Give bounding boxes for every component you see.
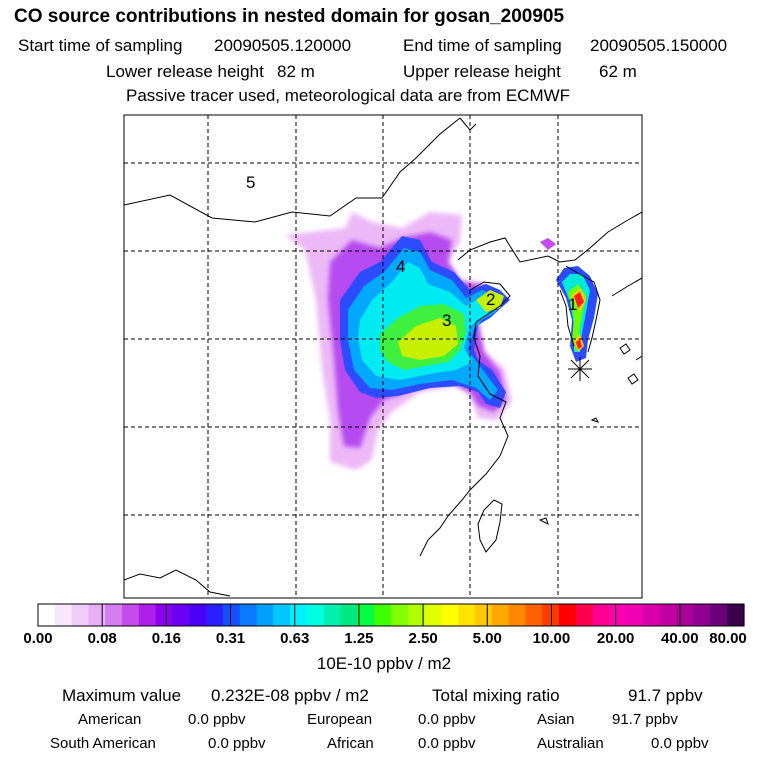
colorbar-cell (340, 604, 358, 626)
contribution-name: South American (50, 735, 156, 752)
colorbar-cell (575, 604, 594, 626)
colorbar-tick-label: 0.31 (215, 630, 246, 647)
colorbar-cell (592, 604, 611, 626)
lat-lon-grid (124, 115, 642, 598)
start-time-value: 20090505.120000 (214, 36, 352, 55)
colorbar-cell (357, 604, 375, 626)
colorbar-cell (239, 604, 258, 626)
colorbar-tick-label: 0.00 (23, 630, 53, 647)
contribution-value: 0.0 ppbv (188, 711, 246, 728)
map-title: CO source contributions in nested domain… (14, 6, 565, 27)
colorbar-cell (138, 604, 157, 626)
colorbar-cell (256, 604, 274, 626)
colorbar-tick-label: 20.00 (596, 630, 635, 647)
colorbar-tick-label: 0.63 (280, 630, 310, 647)
contribution-name: American (78, 711, 142, 728)
colorbar-tick-label: 2.50 (408, 630, 438, 647)
colorbar-cell (693, 604, 711, 626)
colorbar-cell (559, 604, 577, 626)
colorbar-cell (172, 604, 190, 626)
colorbar-cell (189, 604, 207, 626)
colorbar-cell (155, 604, 174, 626)
contribution-value: 0.0 ppbv (651, 735, 709, 752)
colorbar-cell (38, 604, 56, 626)
colorbar-cell (491, 604, 510, 626)
contribution-value: 0.0 ppbv (208, 735, 266, 752)
total-mixing-label: Total mixing ratio (432, 686, 560, 705)
colorbar-cell (407, 604, 426, 626)
region-label-1: 1 (568, 295, 577, 314)
colorbar-cell (441, 604, 459, 626)
colorbar-cell (676, 604, 695, 626)
colorbar-cell (222, 604, 241, 626)
colorbar-cell (323, 604, 342, 626)
max-value: 0.232E-08 ppbv / m2 (211, 686, 369, 705)
colorbar-tick-label: 0.16 (151, 630, 181, 647)
total-mixing-value: 91.7 ppbv (628, 686, 703, 705)
colorbar-frame (37, 603, 745, 627)
colorbar-cell (273, 604, 291, 626)
colorbar-cell (290, 604, 308, 626)
upper-release-value: 62 m (599, 62, 637, 81)
colorbar-tick-label: 40.00 (661, 630, 699, 647)
contribution-value: 91.7 ppbv (612, 711, 678, 728)
contribution-name: Australian (537, 735, 604, 752)
colorbar-cell (525, 604, 543, 626)
colorbar-cell (88, 604, 106, 626)
contribution-name: African (327, 735, 374, 752)
colorbar-cell (475, 604, 493, 626)
colorbar-cell (105, 604, 123, 626)
colorbar-tick-label: 10.00 (532, 630, 571, 647)
colorbar-cell (424, 604, 443, 626)
colorbar-tick-label: 80.00 (709, 630, 747, 647)
colorbar-cell (391, 604, 409, 626)
colorbar-units: 10E-10 ppbv / m2 (316, 654, 452, 673)
start-time-label: Start time of sampling (18, 36, 183, 55)
tracer-note: Passive tracer used, meteorological data… (126, 86, 571, 105)
map-frame (123, 114, 643, 599)
colorbar-tick-label: 1.25 (344, 630, 374, 647)
colorbar-cell (122, 604, 140, 626)
max-value-label: Maximum value (62, 686, 182, 705)
plume-layer (124, 115, 642, 598)
colorbar-cell (374, 604, 392, 626)
region-label-5: 5 (246, 173, 255, 192)
colorbar-cell (508, 604, 527, 626)
colorbar-cell (659, 604, 678, 626)
colorbar-tick-label: 5.00 (472, 630, 502, 647)
end-time-label: End time of sampling (403, 36, 562, 55)
colorbar-cell (206, 604, 224, 626)
region-label-2: 2 (486, 290, 495, 309)
colorbar-cell (710, 604, 728, 626)
colorbar-cell (626, 604, 644, 626)
colorbar-cell (306, 604, 325, 626)
colorbar-tick-label: 0.08 (87, 630, 117, 647)
coastlines (124, 117, 642, 597)
contribution-value: 0.0 ppbv (418, 735, 476, 752)
colorbar-cell (643, 604, 661, 626)
end-time-value: 20090505.150000 (590, 36, 728, 55)
upper-release-label: Upper release height (403, 62, 561, 81)
colorbar (37, 603, 745, 627)
contribution-name: European (307, 711, 373, 728)
colorbar-cell (727, 604, 745, 626)
region-label-3: 3 (442, 311, 451, 330)
contribution-value: 0.0 ppbv (418, 711, 476, 728)
colorbar-cell (458, 604, 476, 626)
region-label-4: 4 (396, 257, 405, 276)
lower-release-value: 82 m (277, 62, 315, 81)
colorbar-cell (71, 604, 90, 626)
lower-release-label: Lower release height (106, 62, 264, 81)
receptor-marker (568, 357, 592, 381)
colorbar-cell (609, 604, 627, 626)
contribution-name: Asian (537, 711, 575, 728)
colorbar-cell (54, 604, 73, 626)
